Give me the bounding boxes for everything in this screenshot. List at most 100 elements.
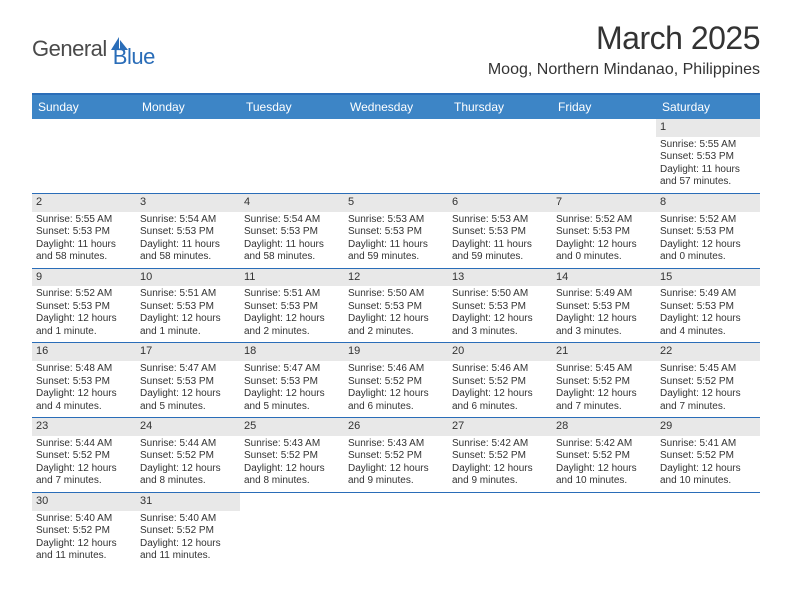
week-row: 30Sunrise: 5:40 AMSunset: 5:52 PMDayligh… (32, 493, 760, 567)
daylight-line: Daylight: 12 hours and 0 minutes. (556, 239, 652, 264)
day-body: Sunrise: 5:40 AMSunset: 5:52 PMDaylight:… (136, 511, 240, 567)
day-cell (448, 119, 552, 193)
sunset-line: Sunset: 5:52 PM (660, 450, 756, 463)
sunset-line: Sunset: 5:52 PM (140, 525, 236, 538)
day-body: Sunrise: 5:45 AMSunset: 5:52 PMDaylight:… (552, 361, 656, 417)
day-header: Friday (552, 95, 656, 119)
day-body: Sunrise: 5:49 AMSunset: 5:53 PMDaylight:… (656, 286, 760, 342)
day-cell (344, 493, 448, 567)
daylight-line: Daylight: 11 hours and 59 minutes. (348, 239, 444, 264)
day-cell: 20Sunrise: 5:46 AMSunset: 5:52 PMDayligh… (448, 343, 552, 417)
day-cell: 28Sunrise: 5:42 AMSunset: 5:52 PMDayligh… (552, 418, 656, 492)
day-body: Sunrise: 5:43 AMSunset: 5:52 PMDaylight:… (344, 436, 448, 492)
sunset-line: Sunset: 5:53 PM (36, 301, 132, 314)
day-body: Sunrise: 5:55 AMSunset: 5:53 PMDaylight:… (32, 212, 136, 268)
sunrise-line: Sunrise: 5:44 AM (140, 438, 236, 451)
day-cell: 24Sunrise: 5:44 AMSunset: 5:52 PMDayligh… (136, 418, 240, 492)
day-cell: 18Sunrise: 5:47 AMSunset: 5:53 PMDayligh… (240, 343, 344, 417)
sunrise-line: Sunrise: 5:52 AM (556, 214, 652, 227)
day-cell: 30Sunrise: 5:40 AMSunset: 5:52 PMDayligh… (32, 493, 136, 567)
day-number: 18 (240, 343, 344, 361)
week-row: 23Sunrise: 5:44 AMSunset: 5:52 PMDayligh… (32, 418, 760, 493)
day-cell: 16Sunrise: 5:48 AMSunset: 5:53 PMDayligh… (32, 343, 136, 417)
day-cell: 11Sunrise: 5:51 AMSunset: 5:53 PMDayligh… (240, 269, 344, 343)
day-number: 15 (656, 269, 760, 287)
sunset-line: Sunset: 5:52 PM (348, 450, 444, 463)
day-number: 20 (448, 343, 552, 361)
day-body: Sunrise: 5:41 AMSunset: 5:52 PMDaylight:… (656, 436, 760, 492)
month-title: March 2025 (488, 20, 760, 57)
day-number: 26 (344, 418, 448, 436)
daylight-line: Daylight: 12 hours and 5 minutes. (244, 388, 340, 413)
day-header: Thursday (448, 95, 552, 119)
day-number: 8 (656, 194, 760, 212)
day-number: 6 (448, 194, 552, 212)
day-number: 16 (32, 343, 136, 361)
sunset-line: Sunset: 5:53 PM (36, 226, 132, 239)
daylight-line: Daylight: 12 hours and 1 minute. (36, 313, 132, 338)
day-header: Wednesday (344, 95, 448, 119)
sunrise-line: Sunrise: 5:47 AM (140, 363, 236, 376)
day-body: Sunrise: 5:44 AMSunset: 5:52 PMDaylight:… (32, 436, 136, 492)
daylight-line: Daylight: 12 hours and 9 minutes. (348, 463, 444, 488)
weeks-container: 1Sunrise: 5:55 AMSunset: 5:53 PMDaylight… (32, 119, 760, 567)
day-body: Sunrise: 5:52 AMSunset: 5:53 PMDaylight:… (32, 286, 136, 342)
daylight-line: Daylight: 12 hours and 5 minutes. (140, 388, 236, 413)
day-cell (448, 493, 552, 567)
day-cell: 9Sunrise: 5:52 AMSunset: 5:53 PMDaylight… (32, 269, 136, 343)
day-cell: 2Sunrise: 5:55 AMSunset: 5:53 PMDaylight… (32, 194, 136, 268)
day-number: 1 (656, 119, 760, 137)
title-block: March 2025 Moog, Northern Mindanao, Phil… (488, 20, 760, 79)
sunset-line: Sunset: 5:53 PM (348, 301, 444, 314)
day-cell: 13Sunrise: 5:50 AMSunset: 5:53 PMDayligh… (448, 269, 552, 343)
daylight-line: Daylight: 12 hours and 11 minutes. (140, 538, 236, 563)
sunrise-line: Sunrise: 5:53 AM (452, 214, 548, 227)
sunrise-line: Sunrise: 5:40 AM (140, 513, 236, 526)
daylight-line: Daylight: 12 hours and 6 minutes. (452, 388, 548, 413)
sunset-line: Sunset: 5:53 PM (660, 151, 756, 164)
day-cell: 10Sunrise: 5:51 AMSunset: 5:53 PMDayligh… (136, 269, 240, 343)
day-cell: 8Sunrise: 5:52 AMSunset: 5:53 PMDaylight… (656, 194, 760, 268)
day-cell: 7Sunrise: 5:52 AMSunset: 5:53 PMDaylight… (552, 194, 656, 268)
day-cell (552, 493, 656, 567)
sunset-line: Sunset: 5:53 PM (140, 301, 236, 314)
sunrise-line: Sunrise: 5:45 AM (556, 363, 652, 376)
day-cell: 22Sunrise: 5:45 AMSunset: 5:52 PMDayligh… (656, 343, 760, 417)
daylight-line: Daylight: 12 hours and 9 minutes. (452, 463, 548, 488)
sunrise-line: Sunrise: 5:54 AM (244, 214, 340, 227)
day-cell: 19Sunrise: 5:46 AMSunset: 5:52 PMDayligh… (344, 343, 448, 417)
sunrise-line: Sunrise: 5:49 AM (660, 288, 756, 301)
day-body: Sunrise: 5:40 AMSunset: 5:52 PMDaylight:… (32, 511, 136, 567)
day-cell (656, 493, 760, 567)
day-cell: 26Sunrise: 5:43 AMSunset: 5:52 PMDayligh… (344, 418, 448, 492)
day-number: 14 (552, 269, 656, 287)
sunset-line: Sunset: 5:53 PM (452, 301, 548, 314)
calendar: SundayMondayTuesdayWednesdayThursdayFrid… (32, 93, 760, 567)
daylight-line: Daylight: 11 hours and 58 minutes. (36, 239, 132, 264)
day-body: Sunrise: 5:53 AMSunset: 5:53 PMDaylight:… (344, 212, 448, 268)
logo-text-blue: Blue (113, 44, 155, 70)
daylight-line: Daylight: 12 hours and 1 minute. (140, 313, 236, 338)
day-number: 23 (32, 418, 136, 436)
sunrise-line: Sunrise: 5:46 AM (348, 363, 444, 376)
daylight-line: Daylight: 11 hours and 59 minutes. (452, 239, 548, 264)
day-number: 31 (136, 493, 240, 511)
sunrise-line: Sunrise: 5:47 AM (244, 363, 340, 376)
daylight-line: Daylight: 12 hours and 8 minutes. (244, 463, 340, 488)
sunrise-line: Sunrise: 5:54 AM (140, 214, 236, 227)
day-number: 2 (32, 194, 136, 212)
sunrise-line: Sunrise: 5:45 AM (660, 363, 756, 376)
daylight-line: Daylight: 12 hours and 3 minutes. (556, 313, 652, 338)
day-body: Sunrise: 5:55 AMSunset: 5:53 PMDaylight:… (656, 137, 760, 193)
day-number: 7 (552, 194, 656, 212)
day-cell: 29Sunrise: 5:41 AMSunset: 5:52 PMDayligh… (656, 418, 760, 492)
sunset-line: Sunset: 5:52 PM (556, 450, 652, 463)
sunset-line: Sunset: 5:52 PM (140, 450, 236, 463)
day-body: Sunrise: 5:52 AMSunset: 5:53 PMDaylight:… (656, 212, 760, 268)
day-number: 29 (656, 418, 760, 436)
day-number: 11 (240, 269, 344, 287)
day-cell: 17Sunrise: 5:47 AMSunset: 5:53 PMDayligh… (136, 343, 240, 417)
day-cell (344, 119, 448, 193)
day-cell: 21Sunrise: 5:45 AMSunset: 5:52 PMDayligh… (552, 343, 656, 417)
sunrise-line: Sunrise: 5:42 AM (556, 438, 652, 451)
